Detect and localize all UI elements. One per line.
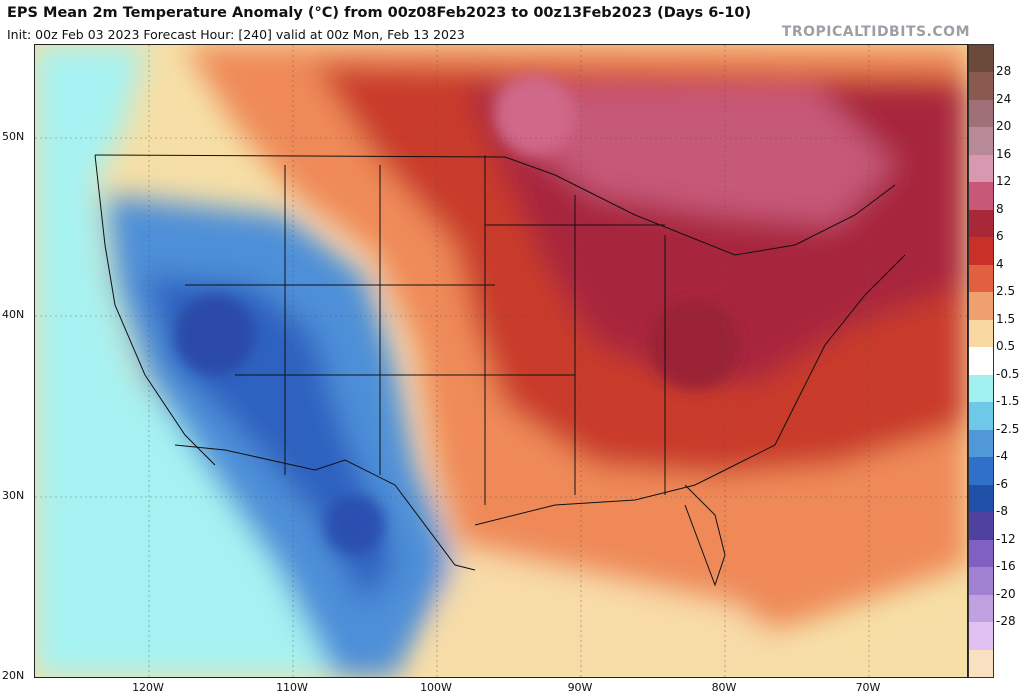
colorbar-tick-label: 6 <box>996 229 1004 244</box>
colorbar-tick-label: -0.5 <box>996 366 1020 381</box>
colorbar-swatch <box>969 402 993 431</box>
lat-label-50n: 50N <box>2 130 25 143</box>
lon-label-120w: 120W <box>132 681 164 694</box>
map-title: EPS Mean 2m Temperature Anomaly (°C) fro… <box>7 5 752 21</box>
lon-label-90w: 90W <box>567 681 593 694</box>
colorbar <box>968 44 994 678</box>
colorbar-tick-label: -12 <box>996 531 1016 546</box>
lat-label-30n: 30N <box>2 489 25 502</box>
colorbar-swatch <box>969 567 993 596</box>
colorbar-tick-label: 8 <box>996 201 1004 216</box>
colorbar-swatch <box>969 319 993 348</box>
colorbar-swatch <box>969 292 993 321</box>
anomaly-map <box>35 45 967 677</box>
colorbar-swatch <box>969 72 993 101</box>
colorbar-swatch <box>969 209 993 238</box>
colorbar-tick-label: -20 <box>996 586 1016 601</box>
colorbar-swatch <box>969 99 993 128</box>
colorbar-swatch <box>969 154 993 183</box>
colorbar-tick-label: -28 <box>996 614 1016 629</box>
lat-label-20n: 20N <box>2 669 25 682</box>
great-basin-cold-core <box>175 295 255 375</box>
colorbar-swatch <box>969 374 993 403</box>
us-coastline-east <box>474 254 906 526</box>
colorbar-swatch <box>969 484 993 513</box>
colorbar-tick-label: -2.5 <box>996 421 1020 436</box>
colorbar-tick-label: 28 <box>996 64 1012 79</box>
colorbar-tick-label: 20 <box>996 119 1012 134</box>
colorbar-tick-label: 0.5 <box>996 339 1016 354</box>
canada-warm-core <box>495 75 575 155</box>
colorbar-swatch <box>969 429 993 458</box>
colorbar-tick-label: -1.5 <box>996 394 1020 409</box>
colorbar-swatch <box>969 347 993 376</box>
colorbar-swatch <box>969 539 993 568</box>
map-area <box>34 44 968 678</box>
colorbar-tick-label: 2.5 <box>996 284 1016 299</box>
extreme-warm-field <box>495 85 895 225</box>
colorbar-swatch <box>969 649 993 678</box>
us-mexico-border <box>174 444 476 571</box>
colorbar-tick-label: -6 <box>996 476 1008 491</box>
pacific-cool-field <box>35 45 335 677</box>
colorbar-tick-label: 24 <box>996 91 1012 106</box>
colorbar-tick-label: -16 <box>996 559 1016 574</box>
colorbar-swatch <box>969 594 993 623</box>
colorbar-tick-label: -4 <box>996 449 1008 464</box>
colorbar-swatch <box>969 237 993 266</box>
map-subtitle: Init: 00z Feb 03 2023 Forecast Hour: [24… <box>7 27 465 42</box>
colorbar-tick-label: 4 <box>996 256 1004 271</box>
watermark: TROPICALTIDBITS.COM <box>781 24 970 40</box>
mexico-cold-core <box>325 495 385 555</box>
lon-label-80w: 80W <box>711 681 737 694</box>
colorbar-swatch <box>969 45 993 73</box>
colorbar-swatch <box>969 622 993 650</box>
colorbar-tick-label: 12 <box>996 174 1012 189</box>
ohio-valley-warm-core <box>650 300 740 390</box>
florida-outline <box>684 484 726 587</box>
lat-label-40n: 40N <box>2 308 25 321</box>
colorbar-tick-label: 16 <box>996 146 1012 161</box>
colorbar-swatch <box>969 457 993 486</box>
lon-label-100w: 100W <box>420 681 452 694</box>
political-borders <box>94 154 906 587</box>
lon-label-70w: 70W <box>855 681 881 694</box>
lon-label-110w: 110W <box>276 681 308 694</box>
gulf-mild-field <box>435 545 835 677</box>
colorbar-tick-label: 1.5 <box>996 311 1016 326</box>
us-coastline-west <box>94 154 216 466</box>
colorbar-swatch <box>969 264 993 293</box>
colorbar-tick-label: -8 <box>996 504 1008 519</box>
colorbar-swatch <box>969 127 993 156</box>
lat-lon-grid <box>35 45 967 677</box>
colorbar-swatch <box>969 182 993 211</box>
colorbar-swatch <box>969 512 993 541</box>
